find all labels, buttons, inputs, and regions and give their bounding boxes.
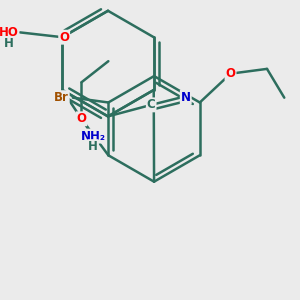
Text: O: O bbox=[59, 31, 69, 44]
Text: H: H bbox=[4, 38, 14, 50]
Text: C: C bbox=[147, 98, 156, 111]
Text: O: O bbox=[226, 67, 236, 80]
Text: Br: Br bbox=[54, 91, 69, 104]
Text: O: O bbox=[76, 112, 86, 125]
Text: H: H bbox=[88, 140, 98, 153]
Text: NH₂: NH₂ bbox=[80, 130, 106, 142]
Text: HO: HO bbox=[0, 26, 18, 39]
Text: N: N bbox=[181, 91, 191, 104]
